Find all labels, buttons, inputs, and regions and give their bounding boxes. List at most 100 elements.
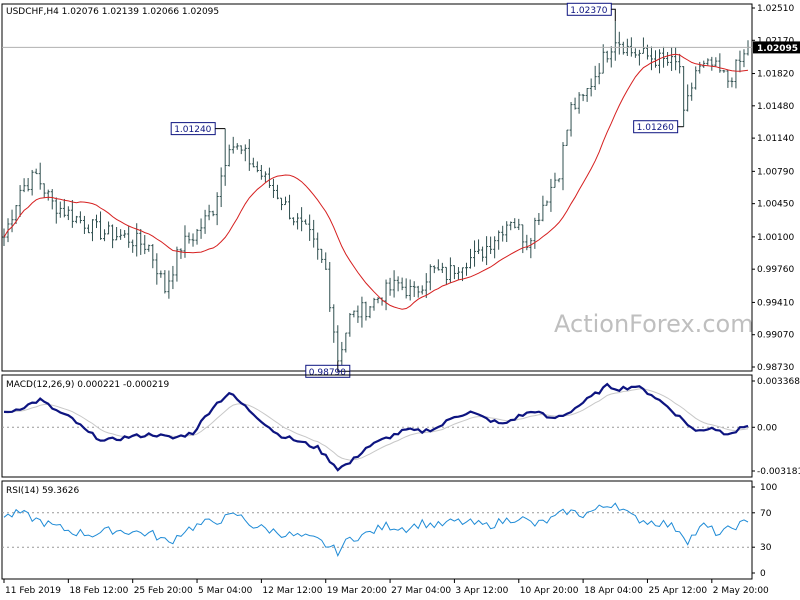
rsi-frame: [1, 480, 753, 580]
price-bar: [296, 213, 300, 230]
time-tick-label: 18 Apr 04:00: [584, 586, 643, 596]
price-bar: [489, 236, 493, 255]
price-bar: [473, 240, 477, 267]
price-bar: [304, 219, 308, 225]
price-bar: [545, 200, 549, 206]
time-tick-label: 19 Mar 20:00: [327, 586, 387, 596]
price-bar: [565, 129, 569, 146]
price-bar: [654, 50, 658, 68]
price-bar: [247, 139, 251, 171]
price-bar: [738, 50, 742, 73]
price-bar: [42, 183, 46, 198]
price-bar: [300, 207, 304, 232]
price-bar: [637, 49, 641, 66]
price-bar: [147, 244, 151, 252]
price-bar: [336, 325, 340, 362]
price-bar: [364, 301, 368, 321]
price-bar: [613, 21, 617, 61]
price-bar: [384, 279, 388, 311]
price-bar: [617, 31, 621, 55]
macd-tick-label: 0.003368: [757, 377, 800, 387]
time-axis: 11 Feb 2019 18 Feb 12:00 25 Feb 20:00 5 Mar…: [3, 579, 769, 596]
price-bar: [702, 60, 706, 68]
price-bar: [605, 50, 609, 63]
price-bar: [589, 78, 593, 97]
price-bar: [597, 63, 601, 85]
price-annotation-label: 0.98790: [309, 368, 346, 378]
price-bar: [340, 341, 344, 369]
time-tick-label: 27 Mar 04:00: [391, 586, 451, 596]
price-bar: [666, 52, 670, 66]
price-bar: [388, 277, 392, 296]
price-bar: [734, 59, 738, 89]
price-bar: [501, 225, 505, 242]
price-bar: [227, 144, 231, 167]
price-tick-label: 0.99070: [757, 331, 794, 341]
price-bar: [658, 49, 662, 74]
price-bar: [706, 58, 710, 66]
price-frame: [1, 3, 753, 372]
macd-tick-label: -0.003181: [757, 467, 800, 477]
price-bar: [581, 93, 585, 102]
price-tick-label: 0.99410: [757, 298, 794, 308]
price-bar: [485, 236, 489, 266]
price-bar: [50, 189, 54, 210]
price-bar: [368, 306, 372, 319]
price-bar: [259, 164, 263, 180]
price-bar: [412, 281, 416, 297]
price-bar: [690, 82, 694, 101]
price-bar: [481, 246, 485, 262]
time-tick-label: 2 May 20:00: [713, 586, 769, 596]
price-bar: [641, 37, 645, 54]
rsi-title: RSI(14) 59.3626: [6, 486, 79, 496]
price-bar: [131, 239, 135, 253]
price-bar: [448, 257, 452, 284]
macd-title: MACD(12,26,9) 0.000221 -0.000219: [6, 380, 169, 390]
price-bar: [477, 239, 481, 255]
price-bar: [78, 211, 82, 224]
watermark: ActionForex.com: [554, 310, 754, 338]
price-title: USDCHF,H4 1.02076 1.02139 1.02066 1.0209…: [6, 7, 219, 17]
price-bar: [682, 66, 686, 127]
price-bar: [633, 48, 637, 58]
price-bar: [54, 197, 58, 224]
price-annotation-connector: [611, 8, 616, 22]
price-bar: [344, 332, 348, 353]
price-bar: [46, 189, 50, 201]
price-bar: [320, 248, 324, 263]
price-bar: [143, 234, 147, 255]
price-annotation-label: 1.01240: [174, 125, 211, 135]
price-bar: [585, 87, 589, 102]
price-bar: [231, 136, 235, 154]
price-bar: [10, 209, 14, 233]
price-bar: [292, 217, 296, 226]
price-bar: [243, 144, 247, 162]
price-tick-label: 1.01140: [757, 134, 794, 144]
price-bar: [30, 169, 34, 196]
price-bar: [396, 276, 400, 292]
price-bar: [271, 178, 275, 198]
price-bar: [70, 200, 74, 228]
price-tick-label: 0.99760: [757, 265, 794, 275]
price-bar: [553, 172, 557, 188]
price-bar: [440, 262, 444, 273]
price-bar: [263, 171, 267, 183]
price-bar: [328, 262, 332, 312]
price-bar: [533, 217, 537, 249]
price-bar: [324, 252, 328, 270]
price-bar: [674, 47, 678, 71]
price-annotation-label: 1.01260: [637, 123, 674, 133]
price-bar: [215, 192, 219, 226]
price-bar: [549, 178, 553, 212]
price-bar: [352, 310, 356, 318]
price-bar: [348, 313, 352, 337]
price-bar: [710, 56, 714, 71]
time-tick-label: 25 Apr 12:00: [648, 586, 707, 596]
price-bar: [284, 196, 288, 206]
price-bar: [601, 44, 605, 74]
price-bar: [99, 211, 103, 240]
price-bar: [686, 84, 690, 112]
price-bar: [742, 49, 746, 68]
price-bar: [139, 228, 143, 255]
price-bar: [167, 270, 171, 299]
